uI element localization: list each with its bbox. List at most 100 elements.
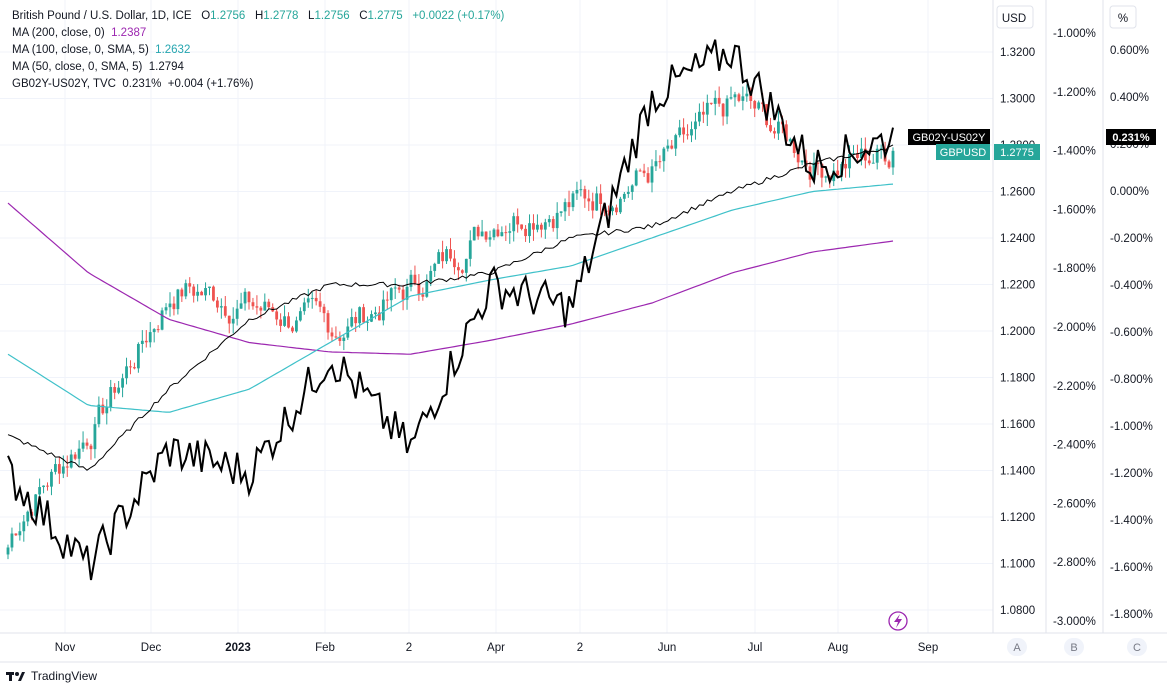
spread-value-tag (1106, 129, 1156, 145)
candle-body (73, 454, 77, 459)
candle-body (599, 193, 603, 204)
candle-body (441, 252, 444, 262)
auto-scale-button[interactable] (1007, 638, 1027, 656)
ma100-legend[interactable]: MA (100, close, 0, SMA, 5) 1.2632 (12, 42, 504, 59)
candle-body (219, 306, 223, 308)
ma200-legend[interactable]: MA (200, close, 0) 1.2387 (12, 25, 504, 42)
candle-body (449, 249, 452, 259)
candle-body (666, 145, 670, 149)
candle-body (93, 424, 97, 450)
ma100-label: MA (100, close, 0, SMA, 5) (12, 44, 149, 56)
percent-scale-label: % (1118, 13, 1128, 25)
c-scale-button[interactable] (1127, 638, 1147, 656)
auto-scale-label: A (1013, 642, 1021, 654)
candle-body (856, 153, 859, 158)
candle-body (397, 287, 401, 290)
candle-body (520, 224, 524, 229)
gbpusd-name-tag (936, 144, 990, 160)
percent-scale-button[interactable] (1109, 5, 1137, 29)
candle-body (144, 340, 148, 343)
candle-body (887, 161, 891, 168)
gbpusd-value-tag (994, 144, 1040, 160)
spread-legend[interactable]: GB02Y-US02Y, TVC 0.231% +0.004 (+1.76%) (12, 76, 504, 93)
change-value: +0.0022 (+0.17%) (412, 10, 505, 22)
candle-body (551, 219, 555, 229)
candle-body (212, 286, 215, 301)
candle-body (852, 153, 855, 155)
candle-body (310, 297, 314, 299)
candle-body (611, 207, 614, 212)
low-label: L (308, 10, 315, 22)
candle-body (725, 98, 729, 117)
candle-body (488, 237, 492, 240)
symbol-title: British Pound / U.S. Dollar, 1D, ICE (12, 10, 192, 22)
candle-body (10, 533, 14, 548)
price-tick-label: 1.0800 (1000, 605, 1035, 617)
spread-tick-label: -2.000% (1053, 322, 1096, 334)
price-tick-label: 1.2000 (1000, 326, 1035, 338)
candle-body (409, 274, 413, 287)
candle-body (65, 466, 69, 468)
main-series-legend: British Pound / U.S. Dollar, 1D, ICE O1.… (12, 8, 504, 25)
tradingview-footer[interactable]: TradingView (6, 669, 97, 683)
ma50-value: 1.2794 (148, 61, 184, 73)
candle-body (626, 191, 630, 194)
candle-body (129, 366, 132, 368)
candle-body (788, 139, 792, 142)
candle-body (267, 301, 271, 308)
candle-body (844, 163, 847, 169)
candle-body (832, 170, 836, 182)
candle-body (279, 319, 283, 326)
spread-tick-label: -3.000% (1053, 616, 1096, 628)
candle-body (496, 229, 500, 237)
pct-tick-label: -0.800% (1110, 374, 1153, 386)
ma50-legend[interactable]: MA (50, close, 0, SMA, 5) 1.2794 (12, 59, 504, 76)
candle-body (125, 366, 128, 379)
candle-body (160, 310, 164, 330)
gbpusd-name-tag-text: GBPUSD (940, 147, 987, 159)
candle-body (38, 487, 42, 495)
price-tick-label: 1.1600 (1000, 419, 1035, 431)
price-tick-label: 1.2600 (1000, 187, 1035, 199)
candle-body (247, 291, 251, 303)
candle-body (543, 222, 547, 230)
candle-body (658, 161, 662, 163)
time-tick-label: 2 (406, 642, 412, 654)
candle-body (460, 270, 464, 273)
candle-body (251, 302, 255, 307)
candle-body (140, 340, 144, 344)
usd-currency-button[interactable] (996, 5, 1034, 29)
spread-change: +0.004 (+1.76%) (167, 78, 254, 90)
candle-body (358, 307, 362, 324)
candle-body (575, 189, 579, 194)
candle-body (374, 312, 377, 315)
candle-body (433, 263, 437, 271)
candle-body (536, 224, 539, 230)
lightning-icon[interactable] (888, 611, 908, 631)
candle-body (314, 297, 318, 302)
candle-body (113, 387, 117, 393)
candle-body (682, 127, 686, 135)
candle-body (484, 231, 488, 240)
candle-body (14, 533, 18, 536)
candle-body (208, 286, 211, 289)
candle-body (591, 201, 595, 211)
candle-body (326, 313, 330, 333)
candle-body (646, 173, 650, 183)
candle-body (401, 289, 405, 300)
candle-body (595, 193, 599, 211)
candle-body (330, 332, 334, 337)
candle-body (567, 202, 571, 208)
candle-body (168, 303, 172, 308)
candle-body (547, 219, 551, 223)
ma200-label: MA (200, close, 0) (12, 27, 105, 39)
price-tick-label: 1.2200 (1000, 280, 1035, 292)
time-tick-label: Dec (141, 642, 162, 654)
b-scale-button[interactable] (1064, 638, 1084, 656)
price-tick-label: 1.3200 (1000, 47, 1035, 59)
candle-body (563, 202, 567, 212)
candle-body (445, 249, 448, 262)
candle-body (773, 131, 776, 134)
pct-tick-label: 0.000% (1110, 186, 1149, 198)
